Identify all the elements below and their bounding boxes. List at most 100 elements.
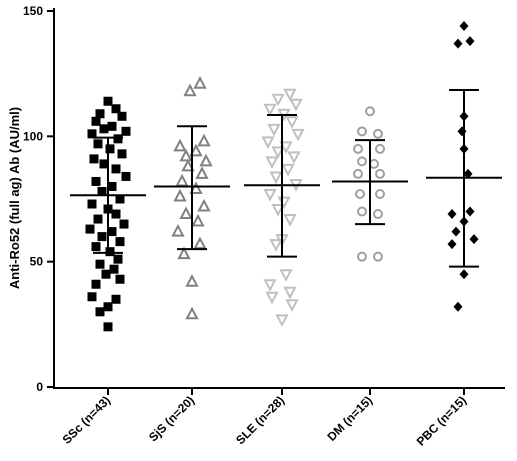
data-point xyxy=(103,96,113,106)
data-point xyxy=(195,166,209,179)
data-point xyxy=(283,286,297,300)
data-point xyxy=(93,214,103,224)
data-point xyxy=(91,176,101,186)
y-axis-label: Anti-Ro52 (full ag) Ab (AU/ml) xyxy=(7,107,22,289)
data-point xyxy=(291,128,305,142)
x-ticks: SSc (n=43) SjS (n=20) SLE (n=28) DM (n=15) P… xyxy=(60,388,469,449)
data-point xyxy=(281,163,295,177)
data-point xyxy=(105,247,115,257)
data-point xyxy=(453,38,463,49)
data-point xyxy=(97,232,107,242)
data-point xyxy=(199,153,213,167)
data-point xyxy=(111,164,121,174)
data-point xyxy=(175,173,189,187)
data-point xyxy=(267,123,281,137)
data-point xyxy=(87,199,97,209)
data-point xyxy=(263,188,277,202)
y-tick-label: 0 xyxy=(36,380,43,394)
data-point xyxy=(459,269,469,280)
data-point xyxy=(357,251,367,262)
data-point xyxy=(197,133,211,147)
data-point xyxy=(171,223,185,237)
data-point xyxy=(95,259,105,269)
data-point xyxy=(271,93,285,107)
data-point xyxy=(99,124,109,134)
data-point xyxy=(173,138,187,152)
data-point xyxy=(355,188,365,199)
data-point xyxy=(197,198,211,212)
data-point xyxy=(107,227,117,237)
data-points xyxy=(85,21,479,332)
data-point xyxy=(469,234,479,245)
data-point xyxy=(97,186,107,196)
data-point xyxy=(263,103,277,117)
data-point xyxy=(113,134,123,144)
y-tick-label: 100 xyxy=(23,129,43,143)
data-point xyxy=(275,314,289,327)
data-point xyxy=(113,254,123,264)
data-point xyxy=(265,291,279,305)
data-point xyxy=(283,88,297,102)
data-point xyxy=(263,279,277,292)
data-point xyxy=(107,181,117,191)
data-point xyxy=(95,109,105,119)
x-tick-label: SjS (n=20) xyxy=(146,393,197,444)
data-point xyxy=(353,143,363,154)
data-point xyxy=(375,188,385,199)
data-point xyxy=(93,139,103,149)
data-point xyxy=(85,224,95,234)
data-point xyxy=(91,242,101,252)
x-tick-label: SLE (n=28) xyxy=(233,393,287,447)
data-point xyxy=(95,307,105,317)
data-point xyxy=(185,274,199,287)
data-point xyxy=(357,206,367,217)
data-point xyxy=(99,159,109,169)
data-point xyxy=(261,136,275,149)
data-point xyxy=(121,126,131,136)
data-point xyxy=(89,154,99,164)
data-point xyxy=(179,148,193,162)
data-point xyxy=(179,206,193,220)
data-point xyxy=(173,188,187,202)
data-point xyxy=(353,168,363,179)
data-point xyxy=(111,294,121,304)
data-point xyxy=(107,121,117,131)
data-point xyxy=(459,21,469,32)
data-point xyxy=(451,226,461,237)
data-point xyxy=(453,301,463,312)
data-point xyxy=(265,156,279,170)
data-point xyxy=(185,306,199,320)
data-point xyxy=(103,322,113,332)
x-tick-label: SSc (n=43) xyxy=(60,393,114,447)
data-point xyxy=(357,126,367,137)
data-point xyxy=(375,143,385,154)
data-point xyxy=(375,168,385,179)
data-point xyxy=(287,151,301,165)
x-tick-label: DM (n=15) xyxy=(324,393,375,444)
data-point xyxy=(183,83,197,97)
data-point xyxy=(111,209,121,219)
data-point xyxy=(447,239,457,250)
data-point xyxy=(91,279,101,289)
mean-sd-bars xyxy=(70,88,502,268)
data-point xyxy=(457,126,467,137)
data-point xyxy=(289,98,303,112)
data-point xyxy=(193,76,207,89)
data-point xyxy=(193,236,207,250)
y-tick-label: 50 xyxy=(30,255,44,269)
data-point xyxy=(115,274,125,284)
data-point xyxy=(115,194,125,204)
data-point xyxy=(181,158,195,172)
x-tick-label: PBC (n=15) xyxy=(414,393,469,448)
data-point xyxy=(119,219,129,229)
data-point xyxy=(447,209,457,220)
data-point xyxy=(357,156,367,167)
data-point xyxy=(465,36,475,47)
data-point xyxy=(283,214,297,227)
data-point xyxy=(365,106,375,117)
data-point xyxy=(269,239,283,252)
data-point xyxy=(271,204,285,217)
data-point xyxy=(285,116,299,129)
data-point xyxy=(87,129,97,139)
